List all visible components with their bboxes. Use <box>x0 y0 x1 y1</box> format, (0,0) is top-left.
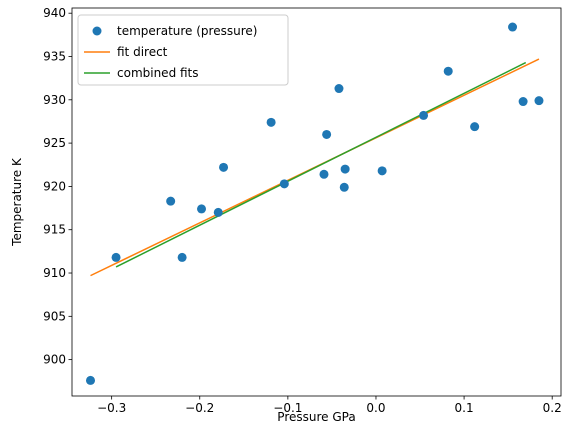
x-axis-label: Pressure GPa <box>277 410 355 424</box>
legend-marker-scatter <box>92 26 102 36</box>
data-point <box>419 110 429 120</box>
y-tick-label: 935 <box>43 50 66 64</box>
y-tick-label: 920 <box>43 179 66 193</box>
x-tick-label: −0.2 <box>185 401 214 415</box>
data-point <box>111 252 121 262</box>
data-point <box>508 22 518 32</box>
data-point <box>518 97 528 107</box>
legend-label-fit-direct: fit direct <box>117 45 168 59</box>
data-point <box>377 166 387 176</box>
data-point <box>266 117 276 127</box>
data-point <box>319 169 329 179</box>
data-point <box>166 196 176 206</box>
data-point <box>177 252 187 262</box>
data-point <box>219 162 229 172</box>
y-tick-label: 940 <box>43 6 66 20</box>
data-point <box>279 179 289 189</box>
legend-label-temperature: temperature (pressure) <box>117 24 257 38</box>
data-point <box>334 84 344 94</box>
legend: temperature (pressure) fit direct combin… <box>77 14 289 86</box>
scatter-points <box>86 22 544 385</box>
data-point <box>213 207 223 217</box>
y-tick-label: 910 <box>43 266 66 280</box>
data-point <box>197 204 207 214</box>
fit-lines <box>90 58 540 277</box>
data-point <box>470 122 480 132</box>
x-tick-label: 0.1 <box>455 401 474 415</box>
axes-frame <box>71 7 562 397</box>
data-point <box>340 164 350 174</box>
x-tick-label: 0.2 <box>543 401 562 415</box>
data-point <box>339 182 349 192</box>
x-tick-label: −0.3 <box>97 401 126 415</box>
y-tick-label: 930 <box>43 93 66 107</box>
x-tick-label: −0.1 <box>273 401 302 415</box>
data-point <box>443 66 453 76</box>
data-point <box>534 96 544 106</box>
x-tick-label: 0.0 <box>366 401 385 415</box>
x-axis-ticks: −0.3 −0.2 −0.1 0.0 0.1 0.2 <box>97 396 562 415</box>
data-point <box>322 129 332 139</box>
y-tick-label: 915 <box>43 223 66 237</box>
legend-label-combined: combined fits <box>117 66 199 80</box>
y-tick-label: 905 <box>43 309 66 323</box>
y-tick-label: 900 <box>43 353 66 367</box>
data-point <box>86 375 96 385</box>
y-axis-label: Temperature K <box>10 157 24 247</box>
y-tick-label: 925 <box>43 136 66 150</box>
legend-box <box>77 14 289 86</box>
y-axis-ticks: 900 905 910 915 920 925 930 935 940 <box>43 6 72 367</box>
fit-line <box>115 61 527 268</box>
